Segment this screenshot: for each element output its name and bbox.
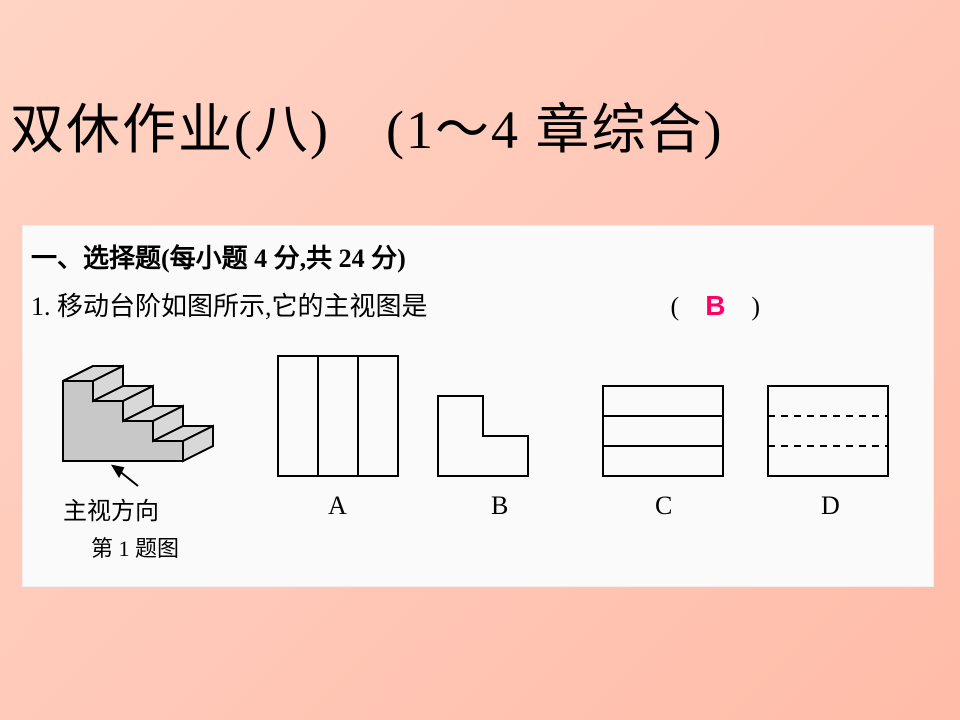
- page-title: 双休作业(八) (1～4 章综合): [10, 85, 950, 164]
- option-a-figure: [273, 341, 403, 481]
- q1-number: 1.: [31, 292, 51, 321]
- section-heading: 一、选择题(每小题 4 分,共 24 分): [31, 238, 406, 275]
- staircase-3d-figure: [43, 341, 223, 491]
- option-c-label: C: [655, 491, 672, 521]
- option-b-label: B: [491, 491, 508, 521]
- view-direction-label: 主视方向: [63, 491, 159, 526]
- option-d-label: D: [821, 491, 840, 521]
- question-content-box: 一、选择题(每小题 4 分,共 24 分) 1. 移动台阶如图所示,它的主视图是…: [22, 225, 934, 587]
- option-d-figure: [763, 341, 893, 481]
- figure-row: 主视方向 第 1 题图 A B C: [23, 331, 933, 581]
- answer-value: B: [705, 290, 725, 321]
- option-c-figure: [598, 341, 728, 481]
- question-1-text-line: 1. 移动台阶如图所示,它的主视图是 ( B ): [31, 286, 921, 323]
- option-a-label: A: [328, 491, 347, 521]
- figure-caption: 第 1 题图: [91, 531, 179, 563]
- answer-paren-close: ): [751, 292, 760, 321]
- answer-paren-open: (: [671, 292, 680, 321]
- option-b-figure: [433, 341, 563, 481]
- q1-text: 移动台阶如图所示,它的主视图是: [57, 292, 428, 321]
